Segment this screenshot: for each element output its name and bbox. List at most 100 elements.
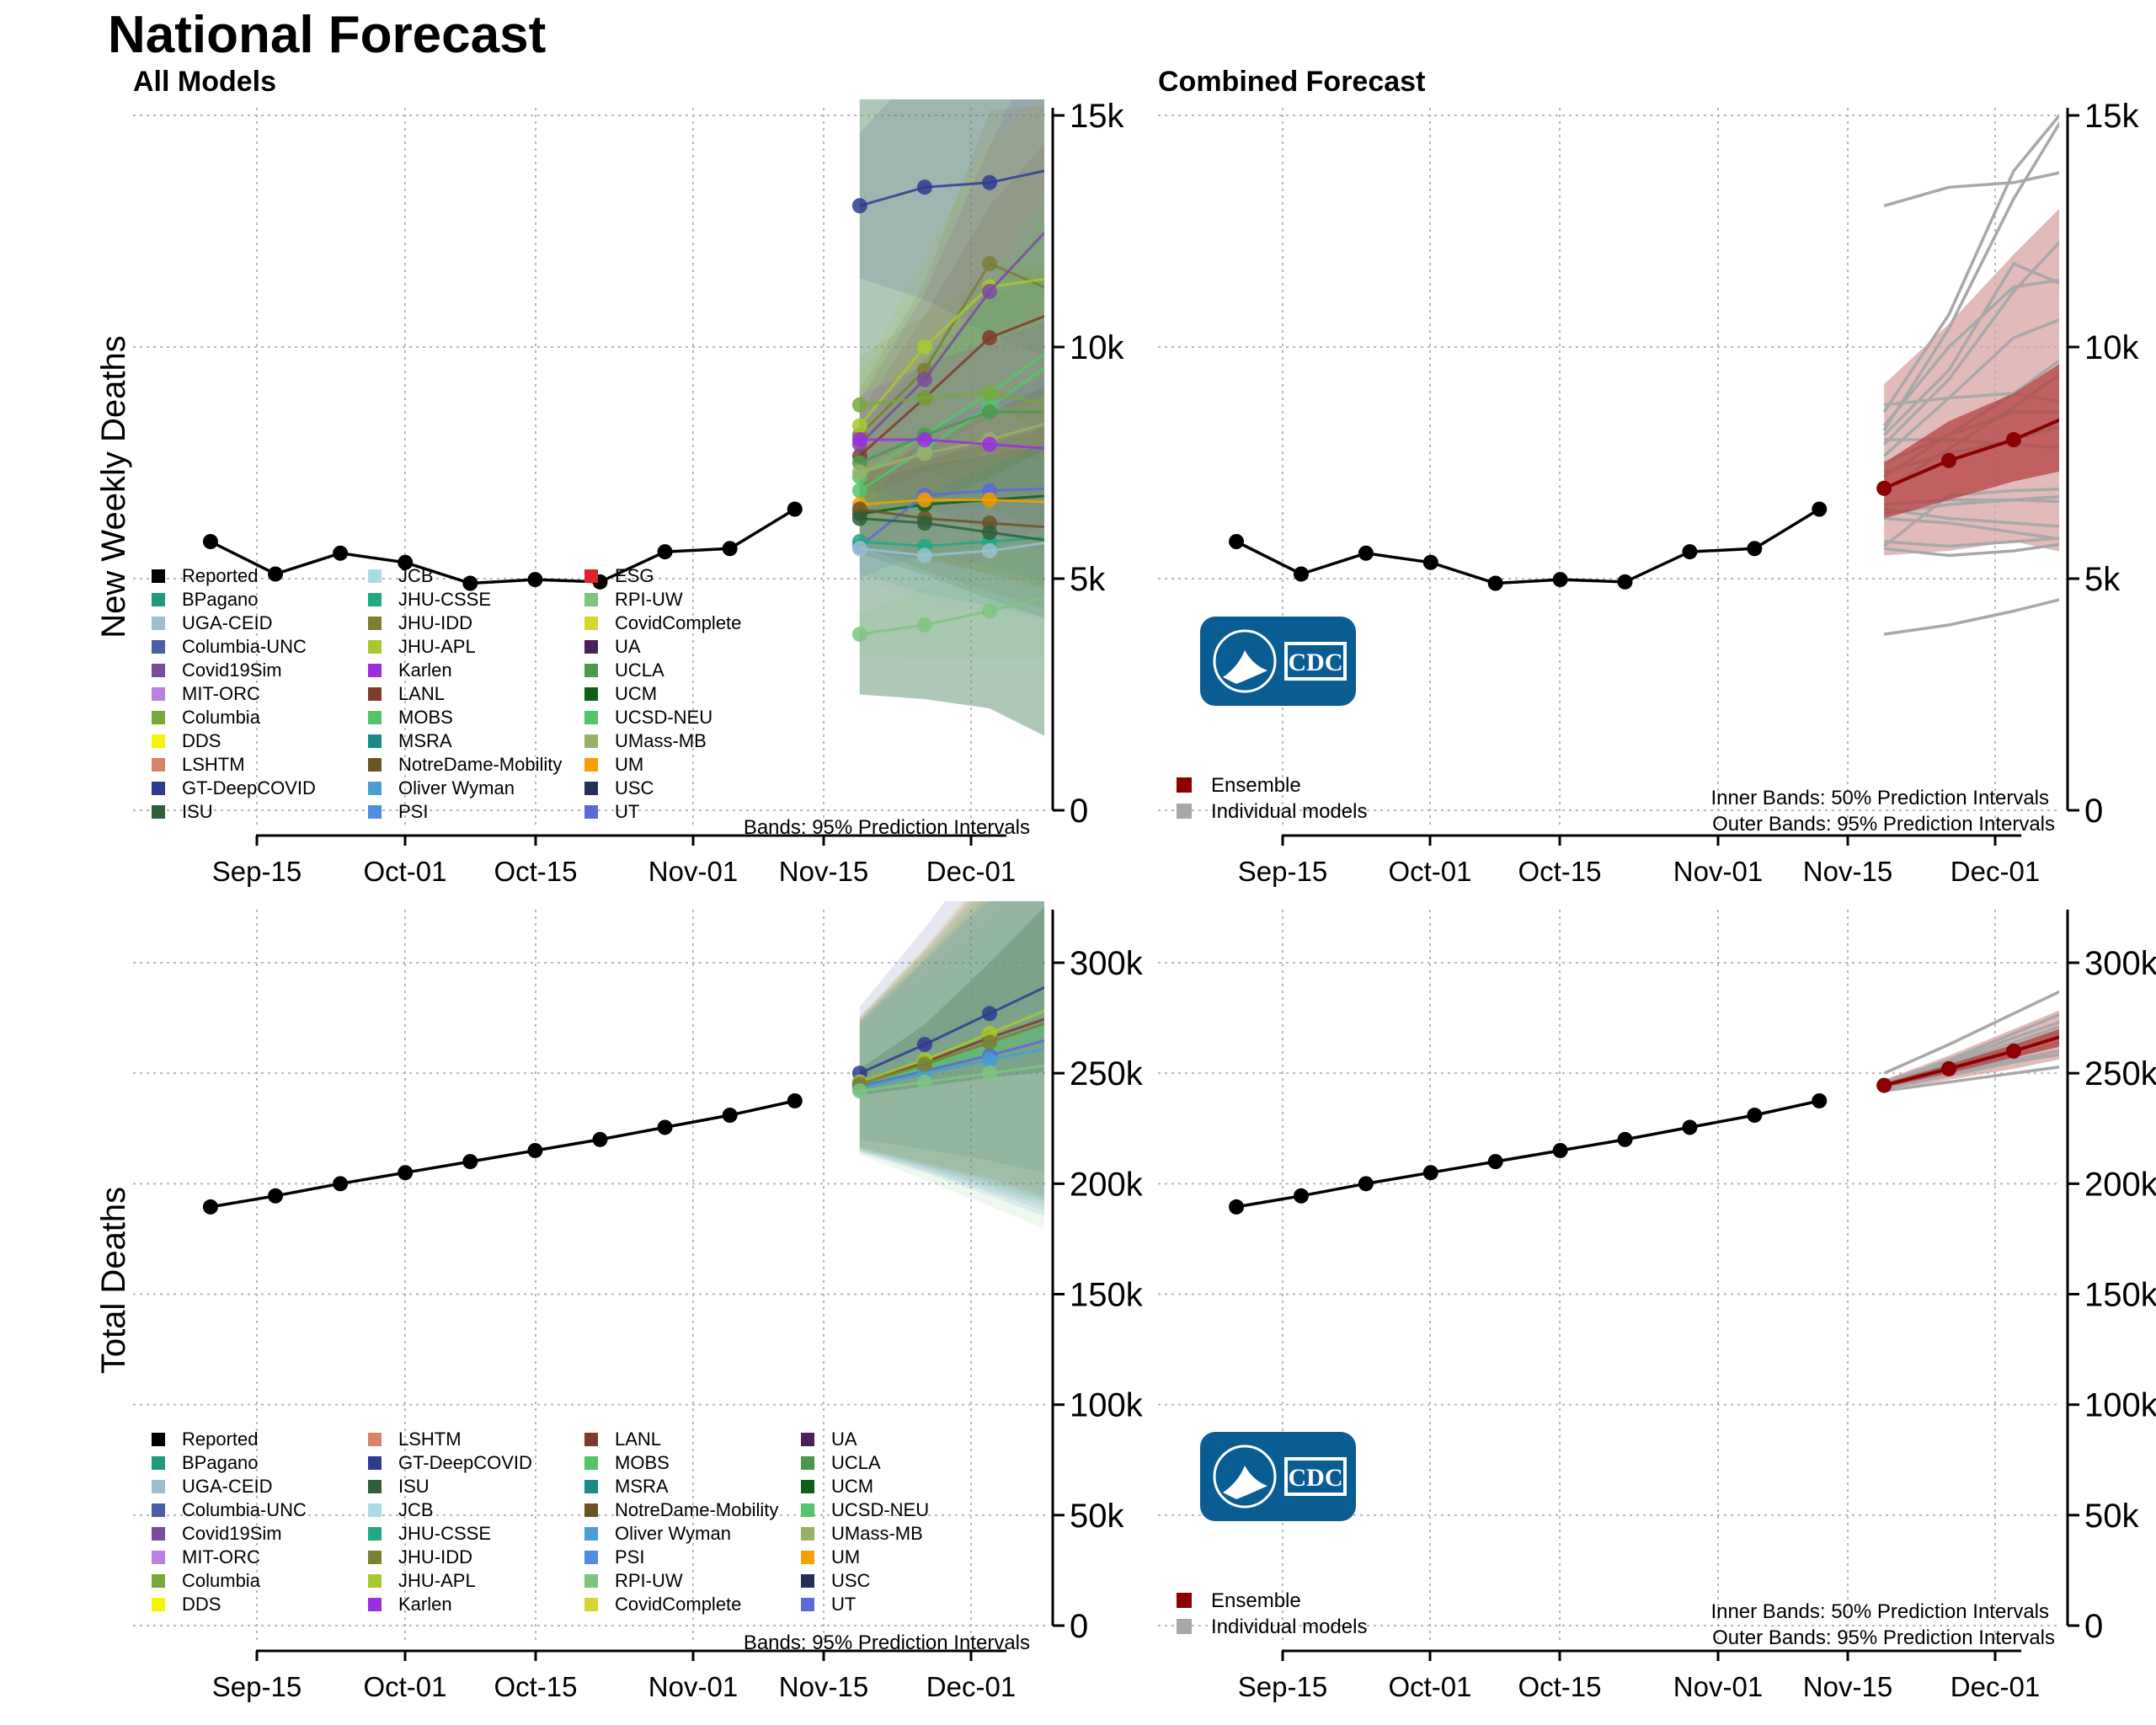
forecast-point (916, 617, 932, 633)
legend-swatch (152, 1574, 165, 1588)
x-tick-label: Oct-01 (1388, 1671, 1471, 1702)
forecast-line-covid19sim (858, 231, 1044, 446)
legend-swatch (368, 569, 382, 583)
legend-label: NotreDame-Mobility (398, 754, 562, 775)
legend-label: UM (615, 754, 643, 775)
legend-label: MSRA (398, 730, 452, 751)
legend-swatch (1177, 1619, 1192, 1634)
forecast-point (1047, 587, 1062, 602)
legend-label: UCLA (615, 660, 664, 681)
reported-line (210, 1099, 796, 1209)
legend-label: Reported (182, 1429, 259, 1450)
model-band (859, 99, 1044, 489)
forecast-line-ucm (859, 494, 1044, 515)
legend-swatch (152, 569, 165, 583)
forecast-point (916, 390, 932, 406)
legend-label: LSHTM (182, 754, 245, 775)
reported-point (1487, 575, 1503, 591)
reported-point (1617, 574, 1633, 590)
legend-label: JHU-APL (398, 1570, 476, 1591)
legend-swatch (584, 1456, 598, 1470)
x-tick-label: Nov-15 (1803, 1671, 1892, 1702)
legend-swatch (368, 1527, 382, 1541)
forecast-point (982, 256, 998, 271)
model-band (859, 289, 1044, 537)
forecast-line-um (859, 499, 1044, 506)
forecast-point (916, 1074, 932, 1090)
ensemble-line (1883, 1035, 2059, 1087)
legend-label: UCM (615, 683, 657, 704)
cdc-wordmark-inner (1288, 1461, 1343, 1493)
legend-swatch (368, 687, 382, 701)
y-tick-label: 200k (2084, 1166, 2156, 1203)
legend-swatch (584, 1503, 598, 1517)
individual-model-line (1884, 537, 2059, 548)
forecast-point (1047, 1039, 1062, 1055)
x-tick-label: Dec-01 (926, 1671, 1016, 1702)
legend-label: JHU-APL (398, 636, 476, 657)
reported-point (787, 1092, 803, 1108)
forecast-point (1047, 1012, 1062, 1028)
reported-point (722, 541, 738, 557)
x-tick-label: Dec-01 (926, 856, 1016, 887)
forecast-point (851, 1083, 867, 1099)
y-tick-label: 300k (2084, 945, 2156, 982)
forecast-point (1047, 481, 1062, 496)
model-band (859, 273, 1044, 528)
ensemble-point (1876, 1077, 1892, 1093)
reported-point (1617, 1131, 1633, 1147)
reported-point (1552, 572, 1568, 588)
legend-label: UT (831, 1594, 856, 1615)
y-tick-label: 0 (2084, 1608, 2103, 1645)
band-annotation: Outer Bands: 95% Prediction Intervals (1712, 813, 2055, 836)
ylabel-total-deaths: Total Deaths (95, 1187, 132, 1374)
individual-model-line (1883, 1065, 2059, 1092)
panel-total-all-models: 0 50k 100k 150k 200k 250k 300k Sep-15 Oct-01 Oct-… (133, 901, 1144, 1702)
forecast-point (982, 603, 998, 619)
forecast-point (982, 386, 998, 401)
forecast-point (982, 1065, 998, 1081)
forecast-point (1047, 441, 1062, 457)
individual-model-line (1883, 1012, 2059, 1084)
forecast-point (916, 515, 932, 531)
legend-label: BPagano (182, 589, 259, 610)
forecast-line-gt-deepcovid (859, 985, 1044, 1075)
legend-label: BPagano (182, 1452, 259, 1473)
legend-label: Karlen (398, 660, 452, 681)
x-tick-label: Sep-15 (1238, 1671, 1327, 1702)
forecast-line-rpi-uw (859, 595, 1044, 636)
legend-swatch (152, 617, 165, 630)
legend-label: UM (831, 1546, 860, 1567)
x-tick-label: Nov-01 (648, 856, 738, 887)
forecast-point (982, 284, 998, 299)
individual-model-line (1882, 113, 2059, 413)
forecast-point (982, 1006, 998, 1022)
reported-point (398, 554, 414, 570)
forecast-point (916, 492, 932, 508)
forecast-point (1047, 270, 1062, 286)
legend-label: JHU-CSSE (398, 1523, 491, 1544)
x-tick-label: Oct-01 (363, 856, 446, 887)
band-annotation: Bands: 95% Prediction Intervals (744, 1632, 1030, 1654)
forecast-line-ucsd-neu (858, 352, 1044, 478)
legend-swatch (584, 687, 598, 701)
cdc-wordmark-text: CDC (1289, 649, 1343, 676)
forecast-point (982, 492, 998, 508)
forecast-point (1047, 521, 1062, 536)
forecast-point (1047, 284, 1062, 299)
panel-total-combined: 0 50k 100k 150k 200k 250k 300k Sep-15 Oct-01 Oct-… (1158, 910, 2156, 1702)
reported-point (1747, 541, 1763, 557)
legend-label: UCSD-NEU (831, 1499, 929, 1520)
model-band (859, 523, 1044, 660)
legend-swatch (368, 640, 382, 654)
legend-swatch (152, 805, 165, 819)
panel-title-all-models: All Models (133, 66, 276, 98)
legend-label: Reported (182, 565, 259, 586)
y-tick-label: 250k (2084, 1055, 2156, 1092)
reported-point (333, 545, 349, 561)
legend-swatch (152, 593, 165, 606)
forecast-line-gt-deepcovid (859, 169, 1044, 207)
y-tick-label: 0 (1070, 793, 1088, 830)
legend-label: UT (615, 801, 639, 822)
legend-swatch (584, 782, 598, 795)
